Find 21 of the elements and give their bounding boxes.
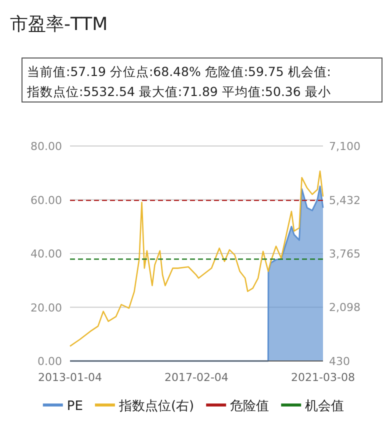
x-tick-label: 2017-02-04 [164,371,228,384]
y2-tick-label: 430 [329,355,350,368]
y2-tick-label: 7,100 [329,140,360,153]
legend-label: 指数点位(右) [118,399,194,414]
legend-label: PE [66,399,83,414]
legend-label: 危险值 [230,399,270,414]
x-tick-label: 2013-01-04 [38,371,102,384]
legend-label: 机会值 [305,399,344,414]
line-series [69,170,324,347]
y-tick-label: 20.00 [30,301,62,314]
text: 指数点位:5532.54 最大值:71.89 平均值:50.36 最小 [26,84,331,99]
y2-tick-label: 5,432 [329,194,360,207]
y-tick-label: 60.00 [30,194,62,207]
y2-tick-label: 2,098 [329,301,360,314]
y2-tick-label: 3,765 [329,248,360,260]
y-tick-label: 80.00 [30,140,62,153]
y-tick-label: 0.00 [38,355,62,368]
y-tick-label: 40.00 [30,248,62,260]
chart-title: 市盈率-TTM [10,14,108,35]
text: 当前值:57.19 分位点:68.48% 危险值:59.75 机会值: [27,64,331,79]
x-tick-label: 2021-03-08 [291,371,355,384]
